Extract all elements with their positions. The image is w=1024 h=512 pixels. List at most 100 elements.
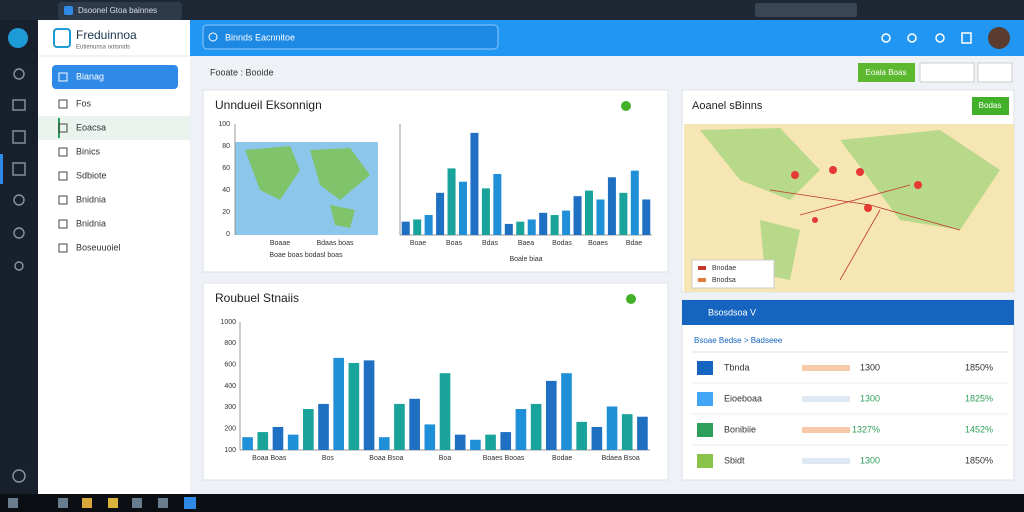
y-tick-label: 300 xyxy=(224,404,236,411)
x-tick-label: Boaes xyxy=(588,240,608,247)
row-icon xyxy=(697,454,713,468)
legend-swatch xyxy=(698,266,706,270)
y-tick-label: 40 xyxy=(222,187,230,194)
row-bar xyxy=(802,427,850,433)
y-tick-label: 80 xyxy=(222,143,230,150)
bar xyxy=(470,132,479,235)
bar xyxy=(573,196,582,235)
brand: Freduinnoa xyxy=(76,28,137,42)
bar xyxy=(539,212,548,235)
bar xyxy=(348,362,360,450)
bar xyxy=(481,188,490,235)
x-tick-label: Bodae xyxy=(552,455,572,462)
nav-item[interactable]: Sdbiote xyxy=(76,170,107,180)
bar xyxy=(591,426,603,450)
taskbar-icons[interactable] xyxy=(8,497,196,509)
row-icon xyxy=(697,392,713,406)
toggle[interactable] xyxy=(977,62,1013,83)
row-bar xyxy=(802,458,850,464)
tab-title: Dsoonel Gtoa bainnes xyxy=(78,6,157,15)
bar xyxy=(409,398,420,450)
y-tick-label: 0 xyxy=(226,231,230,238)
nav-item[interactable]: Boseuuoiel xyxy=(76,242,121,252)
avatar[interactable] xyxy=(988,27,1010,49)
tab[interactable] xyxy=(58,2,182,20)
nav-icon xyxy=(58,147,68,157)
bar xyxy=(561,373,572,450)
nav-icon xyxy=(58,195,68,205)
primary-button[interactable] xyxy=(858,63,915,82)
search-icon xyxy=(208,32,218,42)
bar xyxy=(378,437,390,450)
x-tick-label: Boaes Booas xyxy=(483,455,525,462)
nav-icon xyxy=(58,99,68,109)
nav-item[interactable]: Bianag xyxy=(76,71,104,81)
bar xyxy=(287,434,299,450)
nav-item[interactable]: Fos xyxy=(76,98,92,108)
bar xyxy=(447,168,456,235)
bar xyxy=(439,373,451,450)
status-dot xyxy=(626,294,636,304)
row-name: Eioeboaa xyxy=(724,393,762,403)
bar xyxy=(424,424,436,450)
nav-selected[interactable] xyxy=(38,116,190,140)
bar xyxy=(621,414,633,450)
bar xyxy=(504,223,513,235)
nav-active[interactable] xyxy=(52,65,178,89)
date-filter: Fooate : Booide xyxy=(210,67,274,77)
panel-header xyxy=(682,300,1014,325)
panel-button[interactable] xyxy=(972,97,1009,115)
status-dot xyxy=(621,101,631,111)
chart-caption: Boale biaa xyxy=(509,256,542,263)
bar xyxy=(550,215,559,235)
bar xyxy=(458,181,468,235)
nav-item[interactable]: Bnidnia xyxy=(76,218,106,228)
header-icons[interactable] xyxy=(881,32,972,44)
search-box[interactable] xyxy=(202,24,499,50)
x-tick-label: Bdaea Bsoa xyxy=(602,455,640,462)
nav-item[interactable]: Bnidnia xyxy=(76,194,106,204)
x-tick-label: Boaa Bsoa xyxy=(369,455,403,462)
bar xyxy=(454,434,466,450)
bar xyxy=(318,403,329,450)
row-name: Bonibiie xyxy=(724,424,756,434)
y-tick-label: 100 xyxy=(218,121,230,128)
taskbar xyxy=(0,494,1024,512)
y-tick-label: 20 xyxy=(222,209,230,216)
toggle[interactable] xyxy=(919,62,975,83)
y-tick-label: 600 xyxy=(224,362,236,369)
x-tick-label: Boae xyxy=(410,240,426,247)
rail-logo[interactable] xyxy=(8,28,28,48)
bar xyxy=(394,403,405,450)
panel-title: Roubuel Stnaiis xyxy=(215,291,299,305)
breadcrumb[interactable]: Bsoae Bedse > Badseee xyxy=(694,336,783,345)
routes xyxy=(769,184,961,281)
bar xyxy=(637,416,648,450)
bar xyxy=(630,170,639,235)
brand-icon xyxy=(53,28,71,48)
row-value: 1327% xyxy=(852,424,880,434)
panel-title: Aoanel sBinns xyxy=(692,100,763,112)
x-tick-label: Bdae xyxy=(626,240,642,247)
bar xyxy=(333,357,345,450)
row-value: 1300 xyxy=(860,455,880,465)
legend-label: Bnodsa xyxy=(712,277,736,284)
bar xyxy=(607,177,616,235)
tab-icon xyxy=(64,6,73,15)
x-tick-label: Boas xyxy=(446,240,462,247)
x-tick-label: Bdas xyxy=(482,240,498,247)
rail-icons xyxy=(12,68,26,483)
x-tick-label: Baea xyxy=(518,240,534,247)
address-pill xyxy=(755,3,857,17)
primary-button-label: Eoaia Boas xyxy=(866,68,907,77)
row-bar xyxy=(802,365,850,371)
nav-item[interactable]: Binics xyxy=(76,146,101,156)
map-caption: Boae boas bodasl boas xyxy=(269,252,343,259)
row-icon xyxy=(697,361,713,375)
bar xyxy=(606,406,618,450)
icon-rail xyxy=(0,20,38,494)
row-value: 1300 xyxy=(860,362,880,372)
nav-item[interactable]: Eoacsa xyxy=(76,122,106,132)
y-tick-label: 800 xyxy=(224,340,236,347)
